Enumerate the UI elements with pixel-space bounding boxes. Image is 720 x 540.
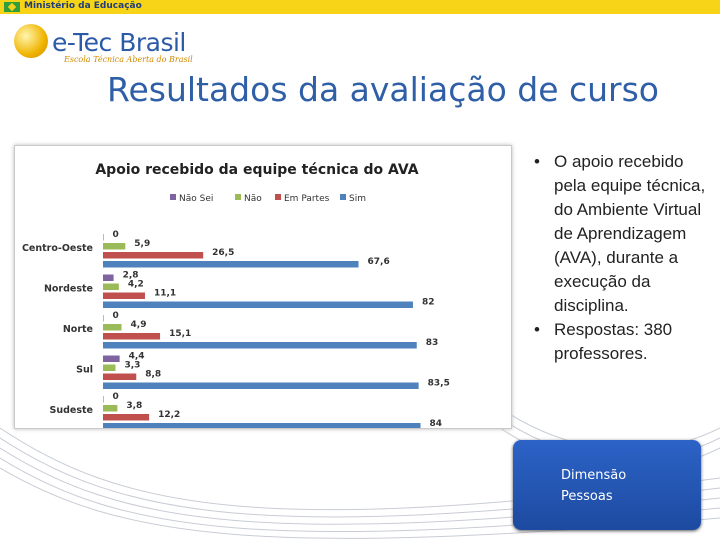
bar: [103, 373, 137, 380]
chart-bars: Centro-Oeste 0 5,9 26,5 67,6 Nordeste 2,84,2 11…: [22, 230, 450, 430]
data-label: 84: [430, 419, 443, 428]
bar-chart: Apoio recebido da equipe técnica do AVA …: [22, 162, 450, 430]
data-label: 3,3: [124, 361, 140, 371]
data-label: 67,6: [368, 257, 390, 267]
legend-swatch: [170, 194, 176, 200]
bar: [103, 324, 122, 331]
data-label: 26,5: [212, 248, 234, 258]
brazil-flag-icon: [4, 2, 20, 12]
etec-logo: e-Tec Brasil Escola Técnica Aberta do Br…: [14, 22, 214, 72]
dimension-line1: Dimensão: [561, 468, 627, 483]
legend-swatch: [340, 194, 346, 200]
bullet-item-description: O apoio recebido pela equipe técnica, do…: [530, 150, 720, 318]
data-label: 15,1: [169, 329, 191, 339]
data-label: 83: [426, 338, 439, 348]
bar: [103, 301, 413, 308]
bar: [103, 396, 104, 403]
bar: [103, 333, 161, 340]
bar: [103, 414, 150, 421]
data-label: 4,4: [129, 352, 145, 362]
bar: [103, 292, 145, 299]
bar: [103, 283, 119, 290]
bar: [103, 234, 104, 241]
legend-entry: Não Sei: [179, 194, 213, 204]
data-label: 83,5: [428, 379, 450, 389]
category-label: Centro-Oeste: [22, 243, 93, 254]
data-label: 4,9: [131, 320, 147, 330]
bar: [103, 315, 104, 322]
page-title: Resultados da avaliação de curso: [107, 70, 659, 109]
chart-legend: Não Sei Não Em Partes Sim: [170, 194, 366, 204]
bar: [103, 364, 116, 371]
data-label: 2,8: [123, 271, 139, 281]
bar: [103, 261, 359, 268]
chart-title: Apoio recebido da equipe técnica do AVA: [95, 162, 418, 178]
chart-panel: Apoio recebido da equipe técnica do AVA …: [14, 145, 512, 430]
category-label: Norte: [63, 324, 93, 335]
legend-entry: Não: [244, 194, 262, 204]
data-label: 0: [113, 311, 119, 321]
bar: [103, 382, 419, 389]
data-label: 82: [422, 298, 435, 308]
bar: [103, 342, 417, 349]
data-label: 5,9: [134, 239, 150, 249]
logo-tagline: Escola Técnica Aberta do Brasil: [64, 55, 193, 64]
ministry-label: Ministério da Educação: [24, 1, 142, 11]
data-label: 11,1: [154, 289, 176, 299]
bar: [103, 355, 120, 362]
category-label: Sul: [76, 365, 93, 376]
legend-entry: Sim: [349, 194, 366, 204]
top-bar: Ministério da Educação: [0, 0, 720, 14]
dimension-box: Dimensão Pessoas: [513, 440, 701, 530]
data-label: 3,8: [126, 401, 142, 411]
legend-swatch: [275, 194, 281, 200]
bullet-item-responses: Respostas: 380 professores.: [530, 318, 720, 366]
data-label: 0: [113, 392, 119, 402]
bar: [103, 405, 118, 412]
dimension-line2: Pessoas: [561, 489, 613, 504]
data-label: 4,2: [128, 280, 144, 290]
bar: [103, 252, 204, 259]
logo-brand: e-Tec Brasil: [52, 28, 186, 57]
bar: [103, 423, 421, 430]
data-label: 12,2: [158, 410, 180, 420]
data-label: 0: [113, 230, 119, 240]
bar: [103, 274, 114, 281]
data-label: 8,8: [145, 370, 161, 380]
legend-swatch: [235, 194, 241, 200]
globe-icon: [14, 24, 48, 58]
bar: [103, 243, 126, 250]
bullet-list: O apoio recebido pela equipe técnica, do…: [530, 150, 720, 366]
category-label: Nordeste: [44, 284, 93, 295]
category-label: Sudeste: [50, 405, 94, 416]
legend-entry: Em Partes: [284, 194, 330, 204]
